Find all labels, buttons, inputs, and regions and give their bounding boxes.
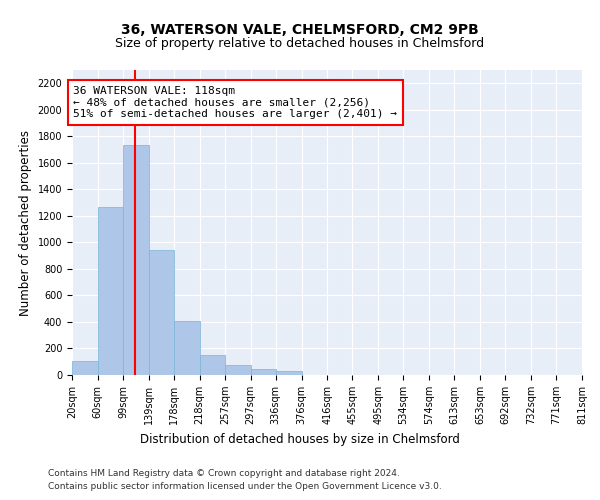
Y-axis label: Number of detached properties: Number of detached properties <box>19 130 32 316</box>
Bar <box>225 365 251 375</box>
Text: 36, WATERSON VALE, CHELMSFORD, CM2 9PB: 36, WATERSON VALE, CHELMSFORD, CM2 9PB <box>121 22 479 36</box>
Bar <box>276 372 302 375</box>
Bar <box>98 207 123 375</box>
Bar <box>200 355 225 375</box>
Text: Contains public sector information licensed under the Open Government Licence v3: Contains public sector information licen… <box>48 482 442 491</box>
Text: Size of property relative to detached houses in Chelmsford: Size of property relative to detached ho… <box>115 38 485 51</box>
Text: Distribution of detached houses by size in Chelmsford: Distribution of detached houses by size … <box>140 432 460 446</box>
Bar <box>174 322 200 375</box>
Bar <box>251 370 276 375</box>
Text: Contains HM Land Registry data © Crown copyright and database right 2024.: Contains HM Land Registry data © Crown c… <box>48 468 400 477</box>
Bar <box>72 361 98 375</box>
Bar <box>123 145 149 375</box>
Text: 36 WATERSON VALE: 118sqm
← 48% of detached houses are smaller (2,256)
51% of sem: 36 WATERSON VALE: 118sqm ← 48% of detach… <box>73 86 397 119</box>
Bar <box>149 250 174 375</box>
